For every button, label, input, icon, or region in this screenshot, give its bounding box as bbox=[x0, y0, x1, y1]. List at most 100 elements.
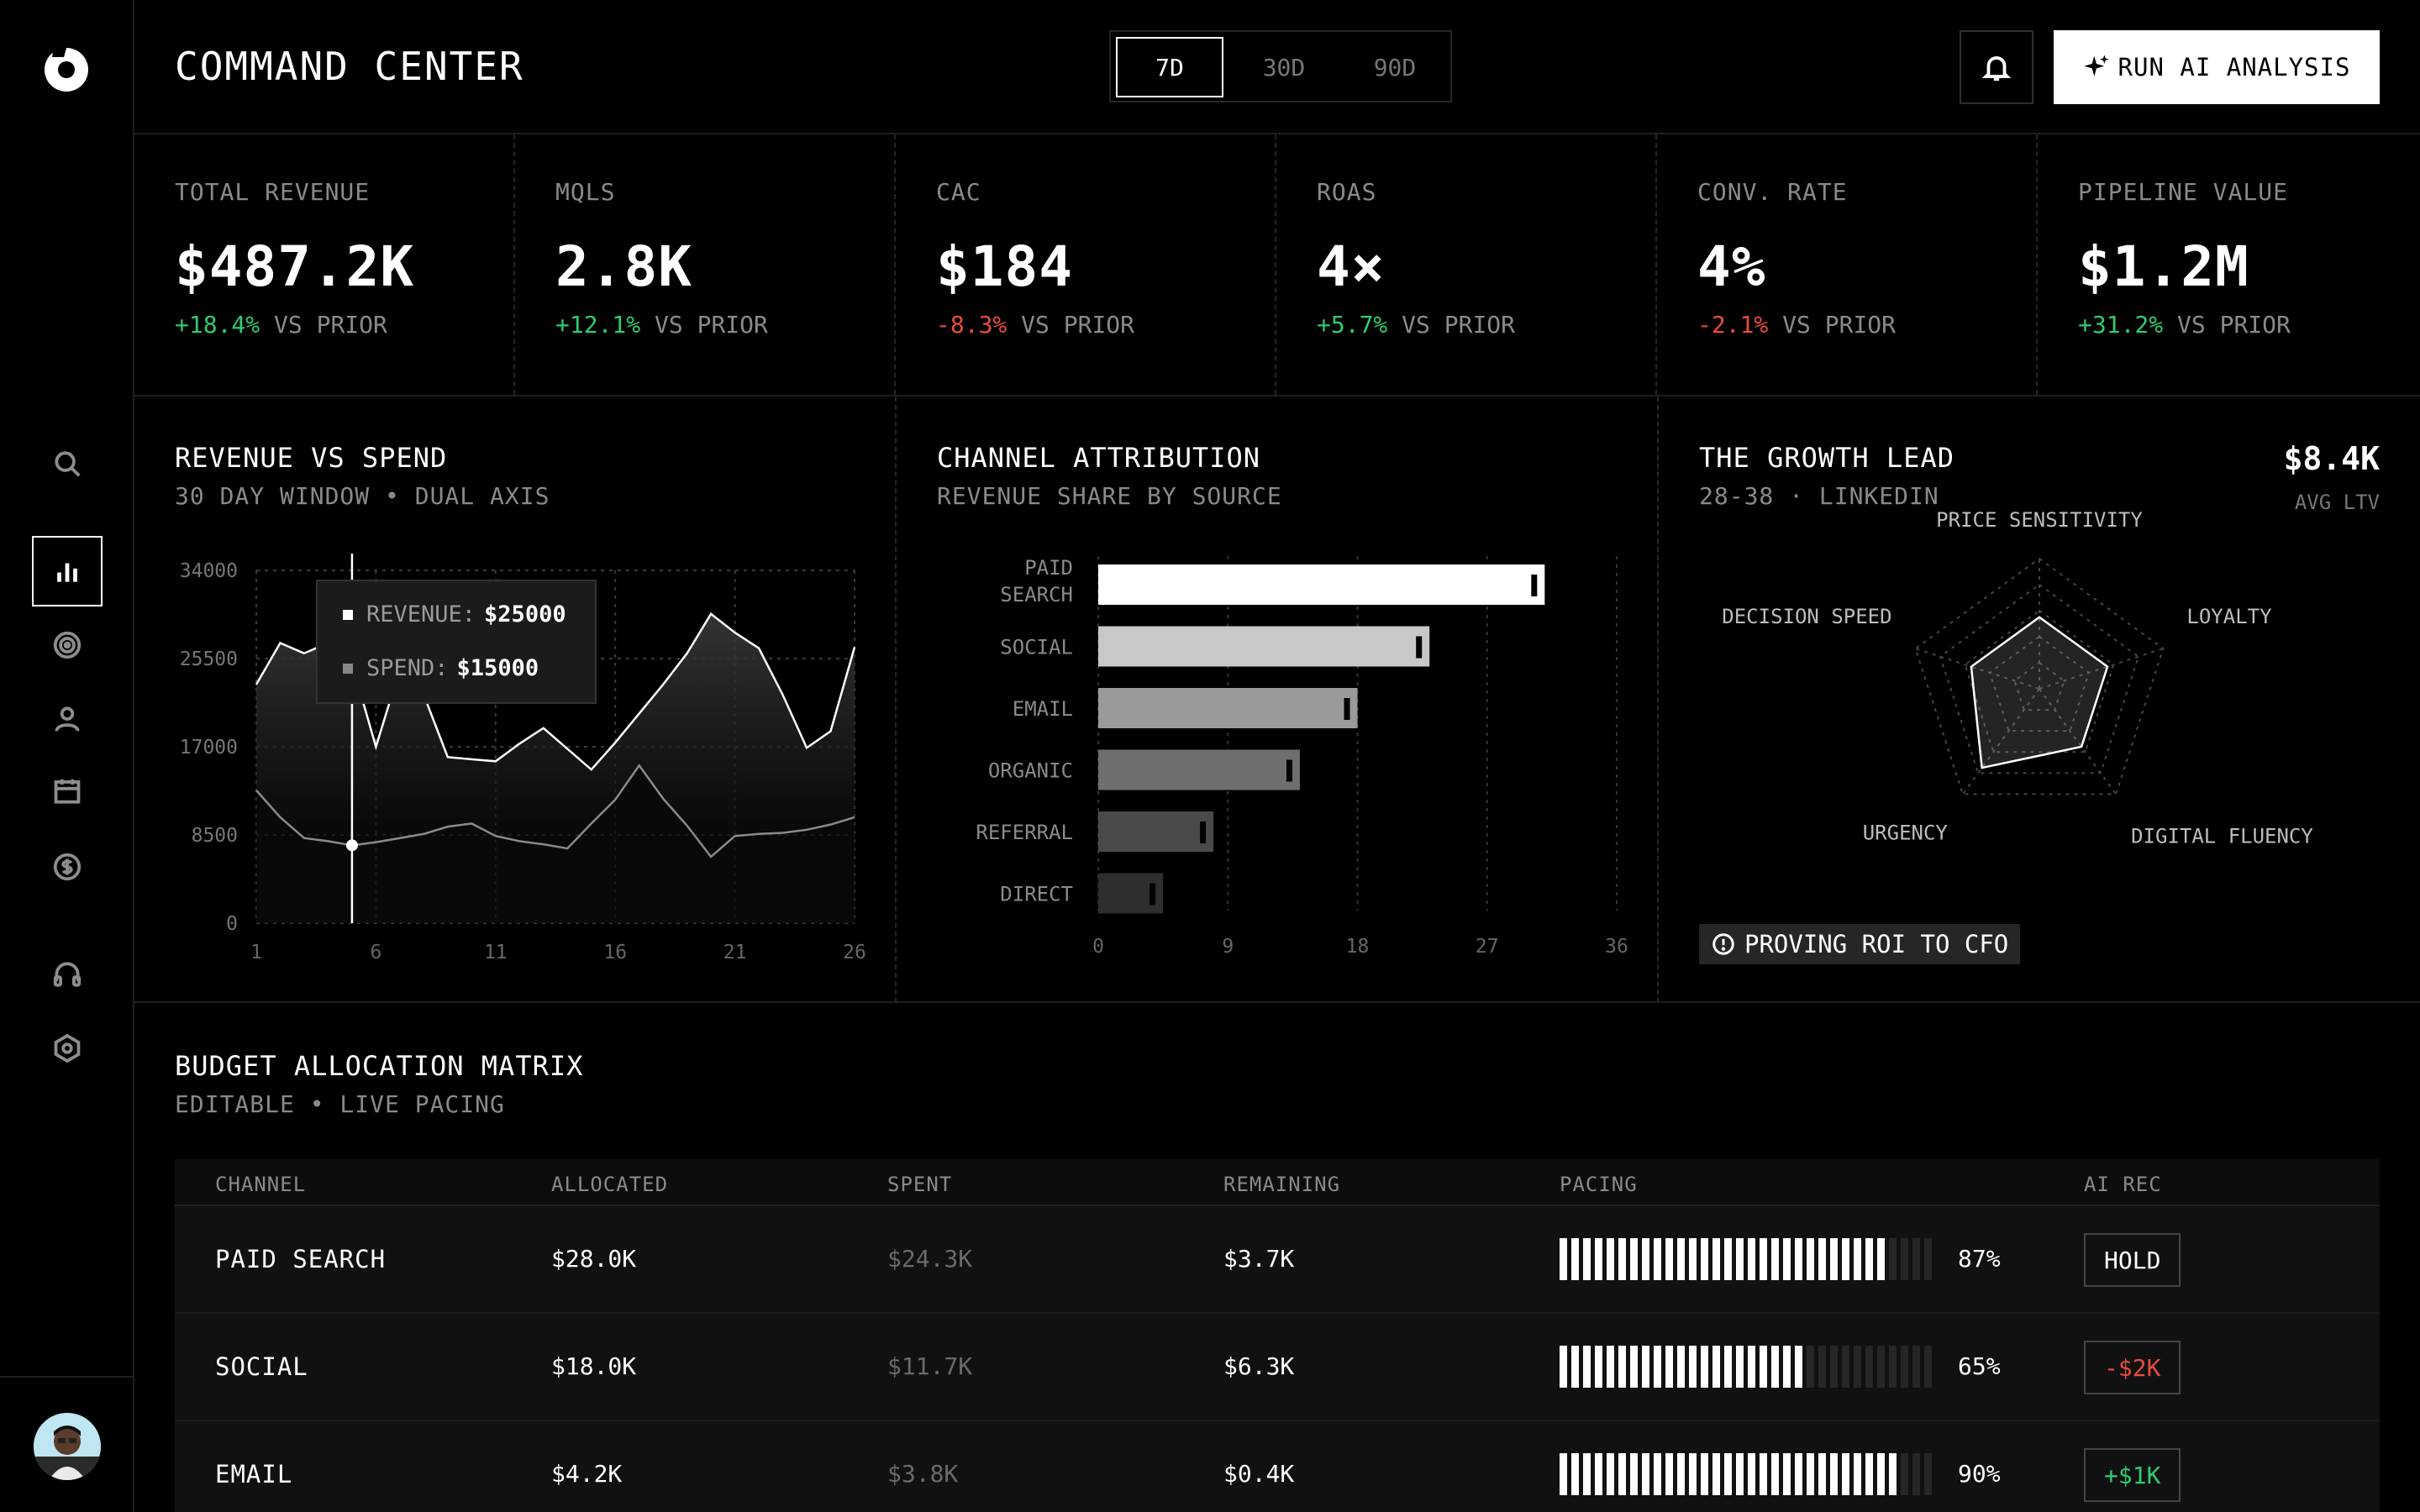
column-header[interactable]: ALLOCATED bbox=[551, 1173, 669, 1196]
tooltip-revenue-row: REVENUE: $25000 bbox=[343, 601, 566, 627]
channel-attribution-chart[interactable]: 0 9 18 27 36 PAID SEARCH SOCIAL EMAIL ORGANIC REFE… bbox=[897, 396, 1657, 1001]
column-header[interactable]: REMAINING bbox=[1223, 1173, 1341, 1196]
kpi-pipeline-value[interactable]: PIPELINE VALUE $1.2M +31.2% VS PRIOR bbox=[2038, 134, 2418, 395]
kpi-value: 2.8K bbox=[555, 234, 692, 299]
kpi-total-revenue[interactable]: TOTAL REVENUE $487.2K +18.4% VS PRIOR bbox=[134, 134, 515, 395]
pacing-segment bbox=[1689, 1346, 1697, 1388]
pacing-segment bbox=[1830, 1238, 1838, 1280]
pacing-segment bbox=[1665, 1346, 1673, 1388]
target-icon bbox=[53, 631, 82, 659]
growth-lead-panel: THE GROWTH LEAD 28-38 · LINKEDIN $8.4K A… bbox=[1659, 396, 2420, 1003]
remaining-cell: $3.7K bbox=[1223, 1245, 1295, 1273]
range-90d-button[interactable]: 90D bbox=[1373, 53, 1417, 81]
pacing-segment bbox=[1865, 1238, 1873, 1280]
bar-marker bbox=[1344, 698, 1350, 720]
radar-axis-label: PRICE SENSITIVITY bbox=[1936, 508, 2143, 532]
pacing-segment bbox=[1889, 1346, 1897, 1388]
allocated-cell[interactable]: $4.2K bbox=[551, 1460, 623, 1488]
sidebar-item-calendar[interactable] bbox=[32, 756, 103, 827]
pacing-bar bbox=[1560, 1453, 1934, 1495]
sidebar-item-users[interactable] bbox=[32, 684, 103, 754]
allocated-cell[interactable]: $28.0K bbox=[551, 1245, 637, 1273]
section-subtitle: EDITABLE • LIVE PACING bbox=[175, 1090, 505, 1118]
header: COMMAND CENTER 7D 30D 90D RUN AI ANALYSI… bbox=[134, 0, 2420, 134]
kpi-label: MQLS bbox=[555, 178, 616, 206]
column-header[interactable]: AI REC bbox=[2084, 1173, 2162, 1196]
pacing-segment bbox=[1712, 1453, 1720, 1495]
run-ai-analysis-label: RUN AI ANALYSIS bbox=[2118, 53, 2351, 81]
y-tick-label: 25500 bbox=[180, 648, 238, 670]
logo-icon[interactable] bbox=[39, 40, 94, 96]
kpi-delta-value: +12.1% bbox=[555, 311, 641, 339]
pacing-segment bbox=[1877, 1453, 1885, 1495]
table-row[interactable]: EMAIL $4.2K $3.8K $0.4K 90% +$1K bbox=[175, 1421, 2380, 1512]
pacing-segment bbox=[1724, 1346, 1732, 1388]
proving-roi-badge[interactable]: PROVING ROI TO CFO bbox=[1699, 924, 2021, 964]
ai-rec-button[interactable]: +$1K bbox=[2084, 1448, 2181, 1502]
panel-subtitle: REVENUE SHARE BY SOURCE bbox=[937, 482, 1282, 510]
table-row[interactable]: SOCIAL $18.0K $11.7K $6.3K 65% -$2K bbox=[175, 1314, 2380, 1421]
kpi-label: CONV. RATE bbox=[1697, 178, 1848, 206]
sparkle-icon bbox=[2083, 55, 2109, 76]
pacing-segment bbox=[1618, 1346, 1626, 1388]
pacing-segment bbox=[1607, 1238, 1614, 1280]
kpi-delta-suffix: VS PRIOR bbox=[1782, 311, 1897, 339]
allocated-cell[interactable]: $18.0K bbox=[551, 1352, 637, 1380]
pacing-segment bbox=[1748, 1238, 1755, 1280]
column-header[interactable]: CHANNEL bbox=[215, 1173, 307, 1196]
kpi-delta: +31.2% VS PRIOR bbox=[2078, 311, 2418, 339]
x-tick-label: 6 bbox=[370, 942, 381, 963]
panel-subtitle: 28-38 · LINKEDIN bbox=[1699, 482, 1939, 510]
radar-axis-label: DECISION SPEED bbox=[1722, 605, 1891, 628]
tooltip-revenue-value: $25000 bbox=[484, 601, 566, 627]
headphones-icon bbox=[53, 962, 82, 987]
pacing-segment bbox=[1665, 1238, 1673, 1280]
pacing-segment bbox=[1795, 1238, 1802, 1280]
kpi-mqls[interactable]: MQLS 2.8K +12.1% VS PRIOR bbox=[515, 134, 896, 395]
pacing-segment bbox=[1712, 1346, 1720, 1388]
pacing-segment bbox=[1760, 1453, 1767, 1495]
run-ai-analysis-button[interactable]: RUN AI ANALYSIS bbox=[2054, 30, 2380, 104]
column-header[interactable]: PACING bbox=[1560, 1173, 1638, 1196]
avatar[interactable] bbox=[34, 1413, 101, 1480]
ai-rec-button[interactable]: -$2K bbox=[2084, 1341, 2181, 1394]
ai-rec-button[interactable]: HOLD bbox=[2084, 1233, 2181, 1287]
kpi-delta: +12.1% VS PRIOR bbox=[555, 311, 894, 339]
range-7d-button[interactable]: 7D bbox=[1116, 37, 1223, 97]
pacing-percent-cell: 87% bbox=[1958, 1245, 2001, 1273]
dollar-icon bbox=[53, 853, 82, 881]
x-tick-label: 0 bbox=[1092, 936, 1104, 958]
kpi-cac[interactable]: CAC $184 -8.3% VS PRIOR bbox=[896, 134, 1276, 395]
pacing-segment bbox=[1571, 1346, 1579, 1388]
panel-title: THE GROWTH LEAD bbox=[1699, 442, 1954, 474]
pacing-segment bbox=[1771, 1346, 1779, 1388]
notifications-button[interactable] bbox=[1960, 30, 2033, 104]
sidebar-item-analytics[interactable] bbox=[32, 536, 103, 606]
hover-point bbox=[345, 839, 358, 852]
pacing-segment bbox=[1783, 1453, 1791, 1495]
y-tick-label: 8500 bbox=[192, 825, 238, 847]
y-tick-label: 34000 bbox=[180, 560, 238, 582]
pacing-segment bbox=[1807, 1453, 1814, 1495]
sidebar-item-settings[interactable] bbox=[32, 1013, 103, 1084]
sidebar-item-targets[interactable] bbox=[32, 610, 103, 680]
tooltip-spend-label: SPEND: bbox=[366, 655, 449, 681]
kpi-conv-rate[interactable]: CONV. RATE 4% -2.1% VS PRIOR bbox=[1657, 134, 2038, 395]
sidebar-item-search[interactable] bbox=[32, 428, 103, 499]
bar-marker bbox=[1531, 575, 1538, 596]
channel-bar bbox=[1098, 811, 1214, 852]
revenue-vs-spend-panel: REVENUE VS SPEND 30 DAY WINDOW • DUAL AX… bbox=[134, 396, 897, 1003]
sidebar-item-support[interactable] bbox=[32, 939, 103, 1010]
column-header[interactable]: SPENT bbox=[887, 1173, 953, 1196]
table-row[interactable]: PAID SEARCH $28.0K $24.3K $3.7K 87% HOLD bbox=[175, 1206, 2380, 1314]
pacing-segment bbox=[1783, 1346, 1791, 1388]
avatar-image bbox=[34, 1413, 101, 1480]
kpi-delta-value: -8.3% bbox=[936, 311, 1007, 339]
channel-bar bbox=[1098, 749, 1300, 790]
sidebar-item-billing[interactable] bbox=[32, 832, 103, 902]
date-range-selector: 7D 30D 90D bbox=[1109, 30, 1452, 102]
kpi-roas[interactable]: ROAS 4× +5.7% VS PRIOR bbox=[1276, 134, 1657, 395]
range-30d-button[interactable]: 30D bbox=[1262, 53, 1306, 81]
alert-circle-icon bbox=[1712, 933, 1734, 955]
